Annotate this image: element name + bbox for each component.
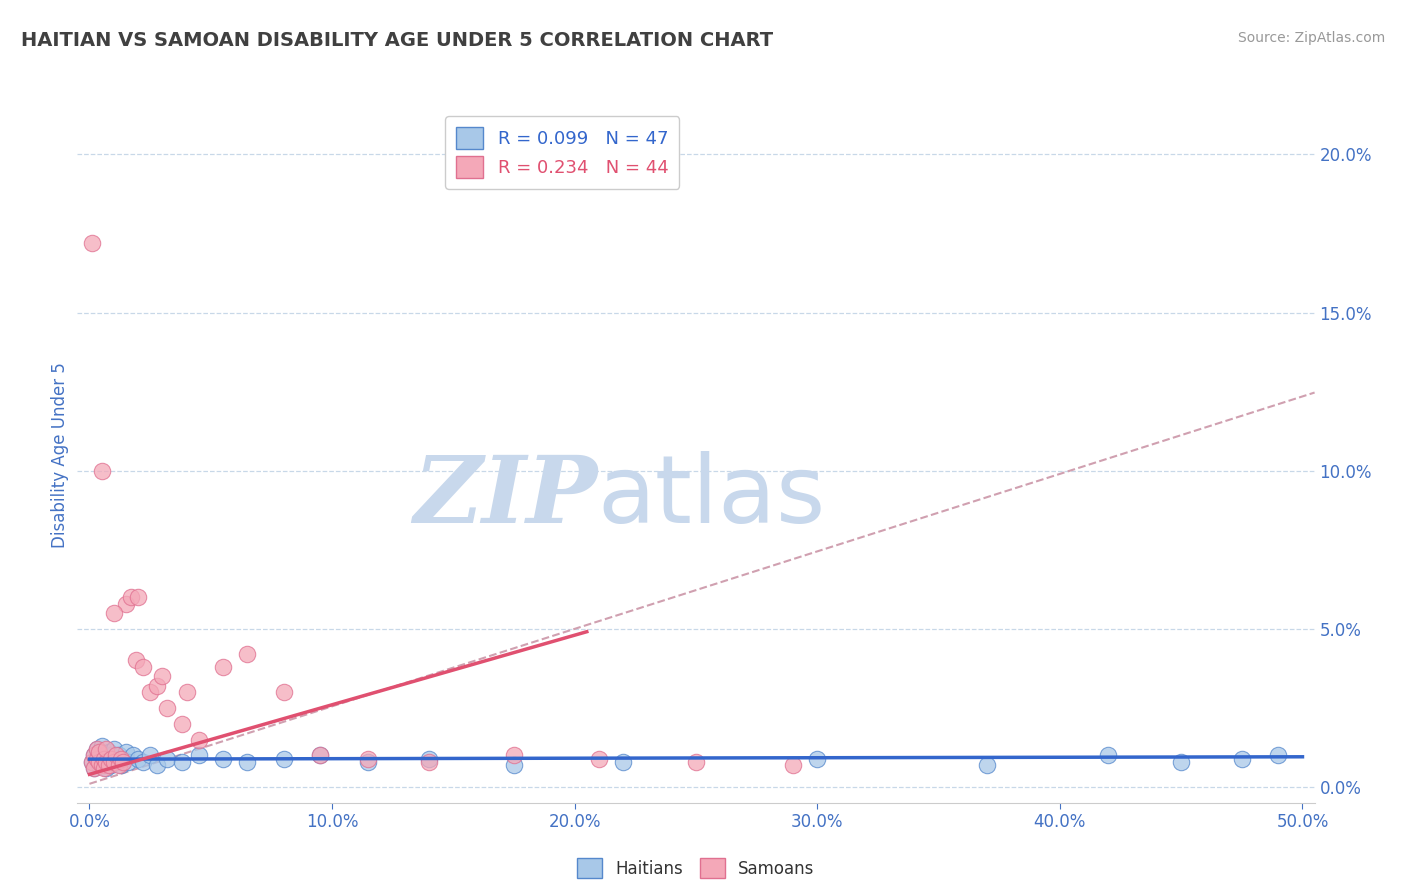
Point xyxy=(83,761,105,775)
Point xyxy=(86,742,108,756)
Point xyxy=(782,757,804,772)
Point xyxy=(80,755,103,769)
Point xyxy=(115,597,138,611)
Point xyxy=(612,755,634,769)
Point xyxy=(90,757,112,772)
Point xyxy=(97,755,120,769)
Point xyxy=(806,751,828,765)
Point xyxy=(96,742,118,756)
Point xyxy=(170,755,193,769)
Point xyxy=(124,653,146,667)
Point xyxy=(105,755,128,769)
Point xyxy=(110,751,132,765)
Point xyxy=(127,751,149,765)
Text: HAITIAN VS SAMOAN DISABILITY AGE UNDER 5 CORRELATION CHART: HAITIAN VS SAMOAN DISABILITY AGE UNDER 5… xyxy=(21,31,773,50)
Point xyxy=(100,751,122,765)
Text: Source: ZipAtlas.com: Source: ZipAtlas.com xyxy=(1237,31,1385,45)
Point xyxy=(132,755,155,769)
Point xyxy=(588,751,610,765)
Point xyxy=(1097,748,1119,763)
Point xyxy=(93,748,115,763)
Point xyxy=(418,751,440,765)
Legend: Haitians, Samoans: Haitians, Samoans xyxy=(571,851,821,885)
Point xyxy=(115,745,138,759)
Point xyxy=(93,757,115,772)
Point xyxy=(273,685,295,699)
Point xyxy=(156,751,179,765)
Point xyxy=(83,748,105,763)
Point xyxy=(418,755,440,769)
Point xyxy=(976,757,998,772)
Point xyxy=(122,748,145,763)
Point xyxy=(685,755,707,769)
Point xyxy=(127,591,149,605)
Point xyxy=(236,755,259,769)
Point xyxy=(96,761,118,775)
Point xyxy=(89,745,111,759)
Text: atlas: atlas xyxy=(598,450,825,542)
Point xyxy=(503,757,526,772)
Point xyxy=(97,745,120,759)
Point xyxy=(90,755,112,769)
Point xyxy=(90,739,112,753)
Point xyxy=(103,751,125,765)
Point xyxy=(120,591,142,605)
Point xyxy=(83,748,105,763)
Point xyxy=(97,757,120,772)
Point xyxy=(357,751,380,765)
Point xyxy=(93,761,115,775)
Point xyxy=(80,235,103,250)
Point xyxy=(110,757,132,772)
Point xyxy=(273,751,295,765)
Point xyxy=(212,660,235,674)
Point xyxy=(86,751,108,765)
Point xyxy=(1230,751,1253,765)
Point xyxy=(112,751,135,765)
Point xyxy=(146,679,169,693)
Point xyxy=(117,755,139,769)
Point xyxy=(150,669,173,683)
Point xyxy=(132,660,155,674)
Point xyxy=(156,701,179,715)
Point xyxy=(187,732,209,747)
Point xyxy=(89,755,111,769)
Point xyxy=(176,685,198,699)
Point xyxy=(146,757,169,772)
Point xyxy=(309,748,332,763)
Point xyxy=(90,464,112,478)
Point xyxy=(103,755,125,769)
Point xyxy=(80,755,103,769)
Point xyxy=(309,748,332,763)
Point xyxy=(93,751,115,765)
Point xyxy=(1267,748,1289,763)
Text: ZIP: ZIP xyxy=(413,451,598,541)
Point xyxy=(503,748,526,763)
Point xyxy=(112,755,135,769)
Point xyxy=(187,748,209,763)
Point xyxy=(107,757,129,772)
Point xyxy=(212,751,235,765)
Point xyxy=(139,685,162,699)
Point xyxy=(1170,755,1192,769)
Point xyxy=(86,751,108,765)
Point xyxy=(89,757,111,772)
Point xyxy=(100,748,122,763)
Point xyxy=(83,761,105,775)
Y-axis label: Disability Age Under 5: Disability Age Under 5 xyxy=(51,362,69,548)
Point xyxy=(96,755,118,769)
Point xyxy=(105,748,128,763)
Point xyxy=(89,745,111,759)
Point xyxy=(107,748,129,763)
Point xyxy=(103,742,125,756)
Point xyxy=(357,755,380,769)
Point xyxy=(236,647,259,661)
Point xyxy=(86,742,108,756)
Point xyxy=(170,716,193,731)
Point xyxy=(103,606,125,620)
Point xyxy=(100,757,122,772)
Point xyxy=(139,748,162,763)
Point xyxy=(96,751,118,765)
